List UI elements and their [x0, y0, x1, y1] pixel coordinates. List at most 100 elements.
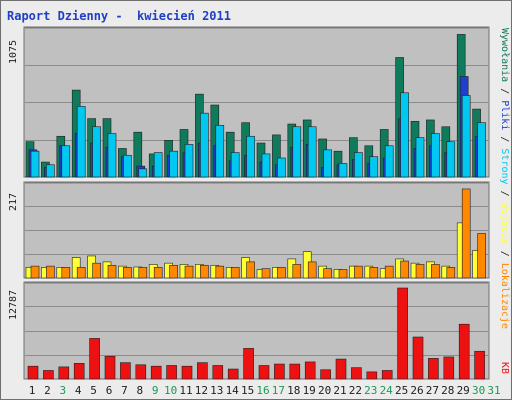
bar-kb-day-28 [443, 356, 455, 380]
x-tick-label: 6 [106, 384, 113, 397]
bar-lokalizacje-day-14 [230, 267, 240, 279]
bar-lokalizacje-day-16 [261, 268, 271, 279]
x-tick-label: 20 [318, 384, 331, 397]
x-tick-label: 22 [349, 384, 362, 397]
bar-kb-day-21 [335, 358, 347, 380]
bar-lokalizacje-day-13 [215, 265, 225, 279]
x-tick-label: 16 [256, 384, 269, 397]
legend-entry: / [499, 185, 510, 203]
bar-pliki-day-28 [446, 141, 456, 178]
bar-lokalizacje-day-4 [76, 267, 86, 279]
bar-pliki-day-10 [169, 150, 178, 178]
x-tick-label: 10 [164, 384, 177, 397]
bar-pliki-day-20 [323, 149, 332, 178]
page-title: Raport Dzienny - kwiecień 2011 [7, 9, 231, 23]
bar-pliki-day-6 [107, 133, 117, 178]
bar-kb-day-14 [227, 368, 239, 380]
bar-pliki-day-27 [431, 133, 440, 178]
bar-pliki-day-9 [153, 152, 163, 178]
bar-lokalizacje-day-27 [431, 264, 440, 279]
x-tick-label: 12 [195, 384, 208, 397]
legend-entry: Strony [499, 148, 510, 184]
y-max-label-top: 1075 [8, 40, 19, 64]
bar-lokalizacje-day-25 [400, 260, 409, 279]
bar-pliki-day-23 [369, 156, 379, 178]
bar-kb-day-11 [181, 365, 193, 380]
legend-entry: Lokalizacje [499, 263, 510, 329]
x-tick-label: 27 [426, 384, 439, 397]
x-tick-label: 1 [29, 384, 36, 397]
bar-lokalizacje-day-7 [123, 267, 132, 279]
bar-pliki-day-21 [338, 163, 348, 178]
x-tick-label: 24 [380, 384, 394, 397]
bar-kb-day-9 [150, 365, 162, 380]
y-max-label-middle: 217 [8, 193, 19, 211]
bar-lokalizacje-day-24 [384, 265, 394, 279]
x-tick-label: 19 [303, 384, 316, 397]
bar-kb-day-1 [27, 365, 39, 380]
bar-kb-day-23 [366, 371, 378, 380]
bar-lokalizacje-day-9 [153, 267, 163, 279]
bar-kb-day-27 [428, 358, 439, 380]
bar-lokalizacje-day-15 [246, 261, 255, 279]
bar-lokalizacje-day-10 [169, 264, 178, 279]
panel-background-bottom [23, 281, 490, 380]
x-tick-label: 8 [136, 384, 143, 397]
bar-lokalizacje-day-19 [307, 261, 317, 279]
legend-entry: Pliki [499, 100, 510, 130]
bar-pliki-day-5 [92, 126, 101, 178]
bar-lokalizacje-day-5 [92, 262, 101, 279]
bar-pliki-day-16 [261, 153, 271, 178]
bar-lokalizacje-day-12 [200, 264, 209, 279]
bar-lokalizacje-day-3 [61, 267, 71, 279]
bar-kb-day-6 [104, 355, 116, 380]
bar-pliki-day-25 [400, 92, 409, 178]
bar-kb-day-8 [135, 364, 147, 380]
bar-kb-day-29 [458, 323, 470, 380]
x-tick-label: 17 [272, 384, 285, 397]
bar-pliki-day-19 [307, 126, 317, 178]
x-tick-label: 25 [395, 384, 408, 397]
bar-kb-day-30 [474, 350, 485, 380]
bar-kb-day-24 [381, 370, 393, 380]
bar-pliki-day-26 [415, 137, 425, 178]
kb-legend-label: KB [499, 362, 510, 374]
bar-lokalizacje-day-26 [415, 264, 425, 279]
right-legend: Wywołania / Pliki / Strony / Wejścia / L… [499, 28, 511, 329]
bar-kb-day-2 [43, 370, 54, 380]
bar-pliki-day-13 [215, 125, 225, 178]
x-tick-label: 14 [226, 384, 240, 397]
bar-lokalizacje-day-29 [461, 188, 471, 279]
bar-kb-day-17 [274, 363, 285, 380]
bar-kb-day-25 [397, 287, 408, 380]
x-tick-label: 5 [90, 384, 97, 397]
bar-pliki-day-30 [477, 122, 486, 178]
bar-kb-day-5 [89, 338, 100, 380]
x-tick-label: 3 [59, 384, 66, 397]
legend-entry: Wywołania [499, 28, 510, 82]
bar-pliki-day-29 [461, 95, 471, 178]
x-tick-label: 15 [241, 384, 254, 397]
bar-lokalizacje-day-23 [369, 267, 379, 279]
legend-entry: / [499, 130, 510, 148]
bar-lokalizacje-day-6 [107, 264, 117, 279]
bar-lokalizacje-day-11 [184, 265, 194, 279]
bar-kb-day-4 [73, 363, 85, 380]
bar-kb-day-18 [289, 363, 301, 380]
bar-kb-day-12 [197, 362, 208, 380]
bar-kb-day-26 [412, 336, 424, 380]
bar-pliki-day-8 [138, 168, 148, 178]
bar-kb-day-15 [243, 348, 254, 380]
y-max-label-bottom: 12787 [8, 290, 19, 320]
bar-kb-day-20 [320, 369, 331, 380]
bar-kb-day-13 [212, 365, 224, 380]
x-tick-label: 29 [457, 384, 470, 397]
bar-pliki-day-4 [76, 106, 86, 178]
bar-kb-day-22 [351, 367, 362, 380]
legend-entry: Wejścia [499, 203, 511, 245]
x-tick-label: 11 [179, 384, 192, 397]
bar-kb-day-7 [120, 362, 131, 380]
x-tick-label: 23 [364, 384, 377, 397]
legend-entry: / [499, 245, 510, 263]
